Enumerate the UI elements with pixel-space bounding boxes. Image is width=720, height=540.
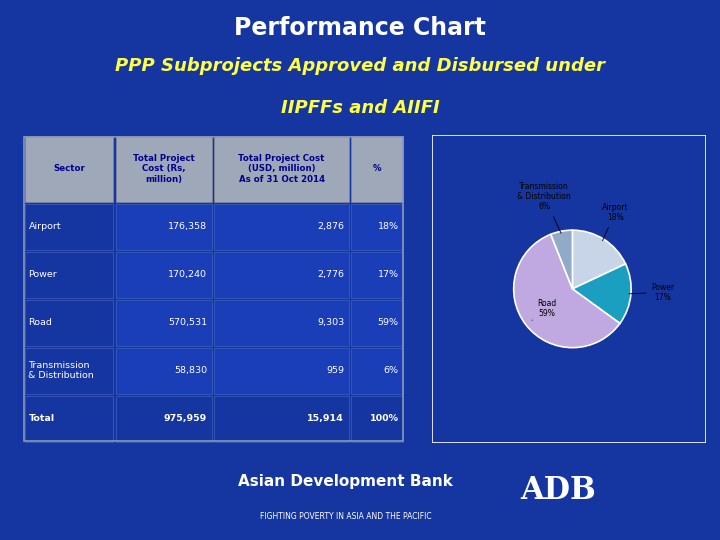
Text: Power: Power	[29, 270, 57, 279]
Bar	[115, 396, 212, 442]
Bar	[115, 136, 212, 202]
Bar	[351, 204, 403, 250]
Text: 176,358: 176,358	[168, 222, 207, 231]
Text: 59%: 59%	[377, 318, 399, 327]
Text: 15,914: 15,914	[307, 414, 344, 423]
Bar	[215, 348, 349, 394]
Bar	[115, 204, 212, 250]
Text: 570,531: 570,531	[168, 318, 207, 327]
Text: 2,876: 2,876	[318, 222, 344, 231]
Text: Airport
18%: Airport 18%	[602, 202, 629, 241]
Text: Airport: Airport	[29, 222, 61, 231]
Text: PPP Subprojects Approved and Disbursed under: PPP Subprojects Approved and Disbursed u…	[115, 57, 605, 75]
Bar	[215, 204, 349, 250]
Text: Total Project Cost
(USD, million)
As of 31 Oct 2014: Total Project Cost (USD, million) As of …	[238, 154, 325, 184]
Text: Transmission
& Distribution: Transmission & Distribution	[29, 361, 94, 381]
Wedge shape	[551, 230, 572, 289]
Text: 100%: 100%	[369, 414, 399, 423]
Text: 959: 959	[326, 366, 344, 375]
Wedge shape	[572, 264, 631, 323]
Text: 17%: 17%	[377, 270, 399, 279]
Bar	[24, 252, 113, 298]
Text: Performance Chart: Performance Chart	[234, 16, 486, 40]
Text: 2,776: 2,776	[318, 270, 344, 279]
Text: Road: Road	[29, 318, 53, 327]
Text: Total: Total	[29, 414, 55, 423]
Bar	[215, 136, 349, 202]
Text: 9,303: 9,303	[317, 318, 344, 327]
Text: IIPFFs and AIIFI: IIPFFs and AIIFI	[281, 99, 439, 117]
Bar	[351, 136, 403, 202]
Text: Asian Development Bank: Asian Development Bank	[238, 475, 454, 489]
Bar	[24, 136, 113, 202]
Text: ADB: ADB	[521, 475, 596, 505]
Bar	[24, 396, 113, 442]
Bar	[215, 396, 349, 442]
Bar	[351, 300, 403, 346]
Bar	[215, 300, 349, 346]
Text: 58,830: 58,830	[174, 366, 207, 375]
Bar	[351, 396, 403, 442]
Bar	[351, 252, 403, 298]
Text: 6%: 6%	[384, 366, 399, 375]
Text: Total Project
Cost (Rs,
million): Total Project Cost (Rs, million)	[133, 154, 194, 184]
Text: 18%: 18%	[377, 222, 399, 231]
Bar	[115, 348, 212, 394]
Bar	[24, 204, 113, 250]
Text: FIGHTING POVERTY IN ASIA AND THE PACIFIC: FIGHTING POVERTY IN ASIA AND THE PACIFIC	[260, 512, 432, 521]
Text: %: %	[373, 164, 382, 173]
Wedge shape	[572, 230, 626, 289]
Bar	[24, 348, 113, 394]
Text: Power
17%: Power 17%	[629, 282, 675, 302]
Wedge shape	[513, 234, 620, 348]
Bar	[351, 348, 403, 394]
Bar	[115, 300, 212, 346]
Bar	[24, 300, 113, 346]
Bar	[215, 252, 349, 298]
Text: Transmission
& Distribution
6%: Transmission & Distribution 6%	[518, 181, 571, 233]
Text: Road
59%: Road 59%	[532, 299, 557, 320]
Text: 170,240: 170,240	[168, 270, 207, 279]
Text: Sector: Sector	[53, 164, 85, 173]
Text: 975,959: 975,959	[164, 414, 207, 423]
Bar	[115, 252, 212, 298]
